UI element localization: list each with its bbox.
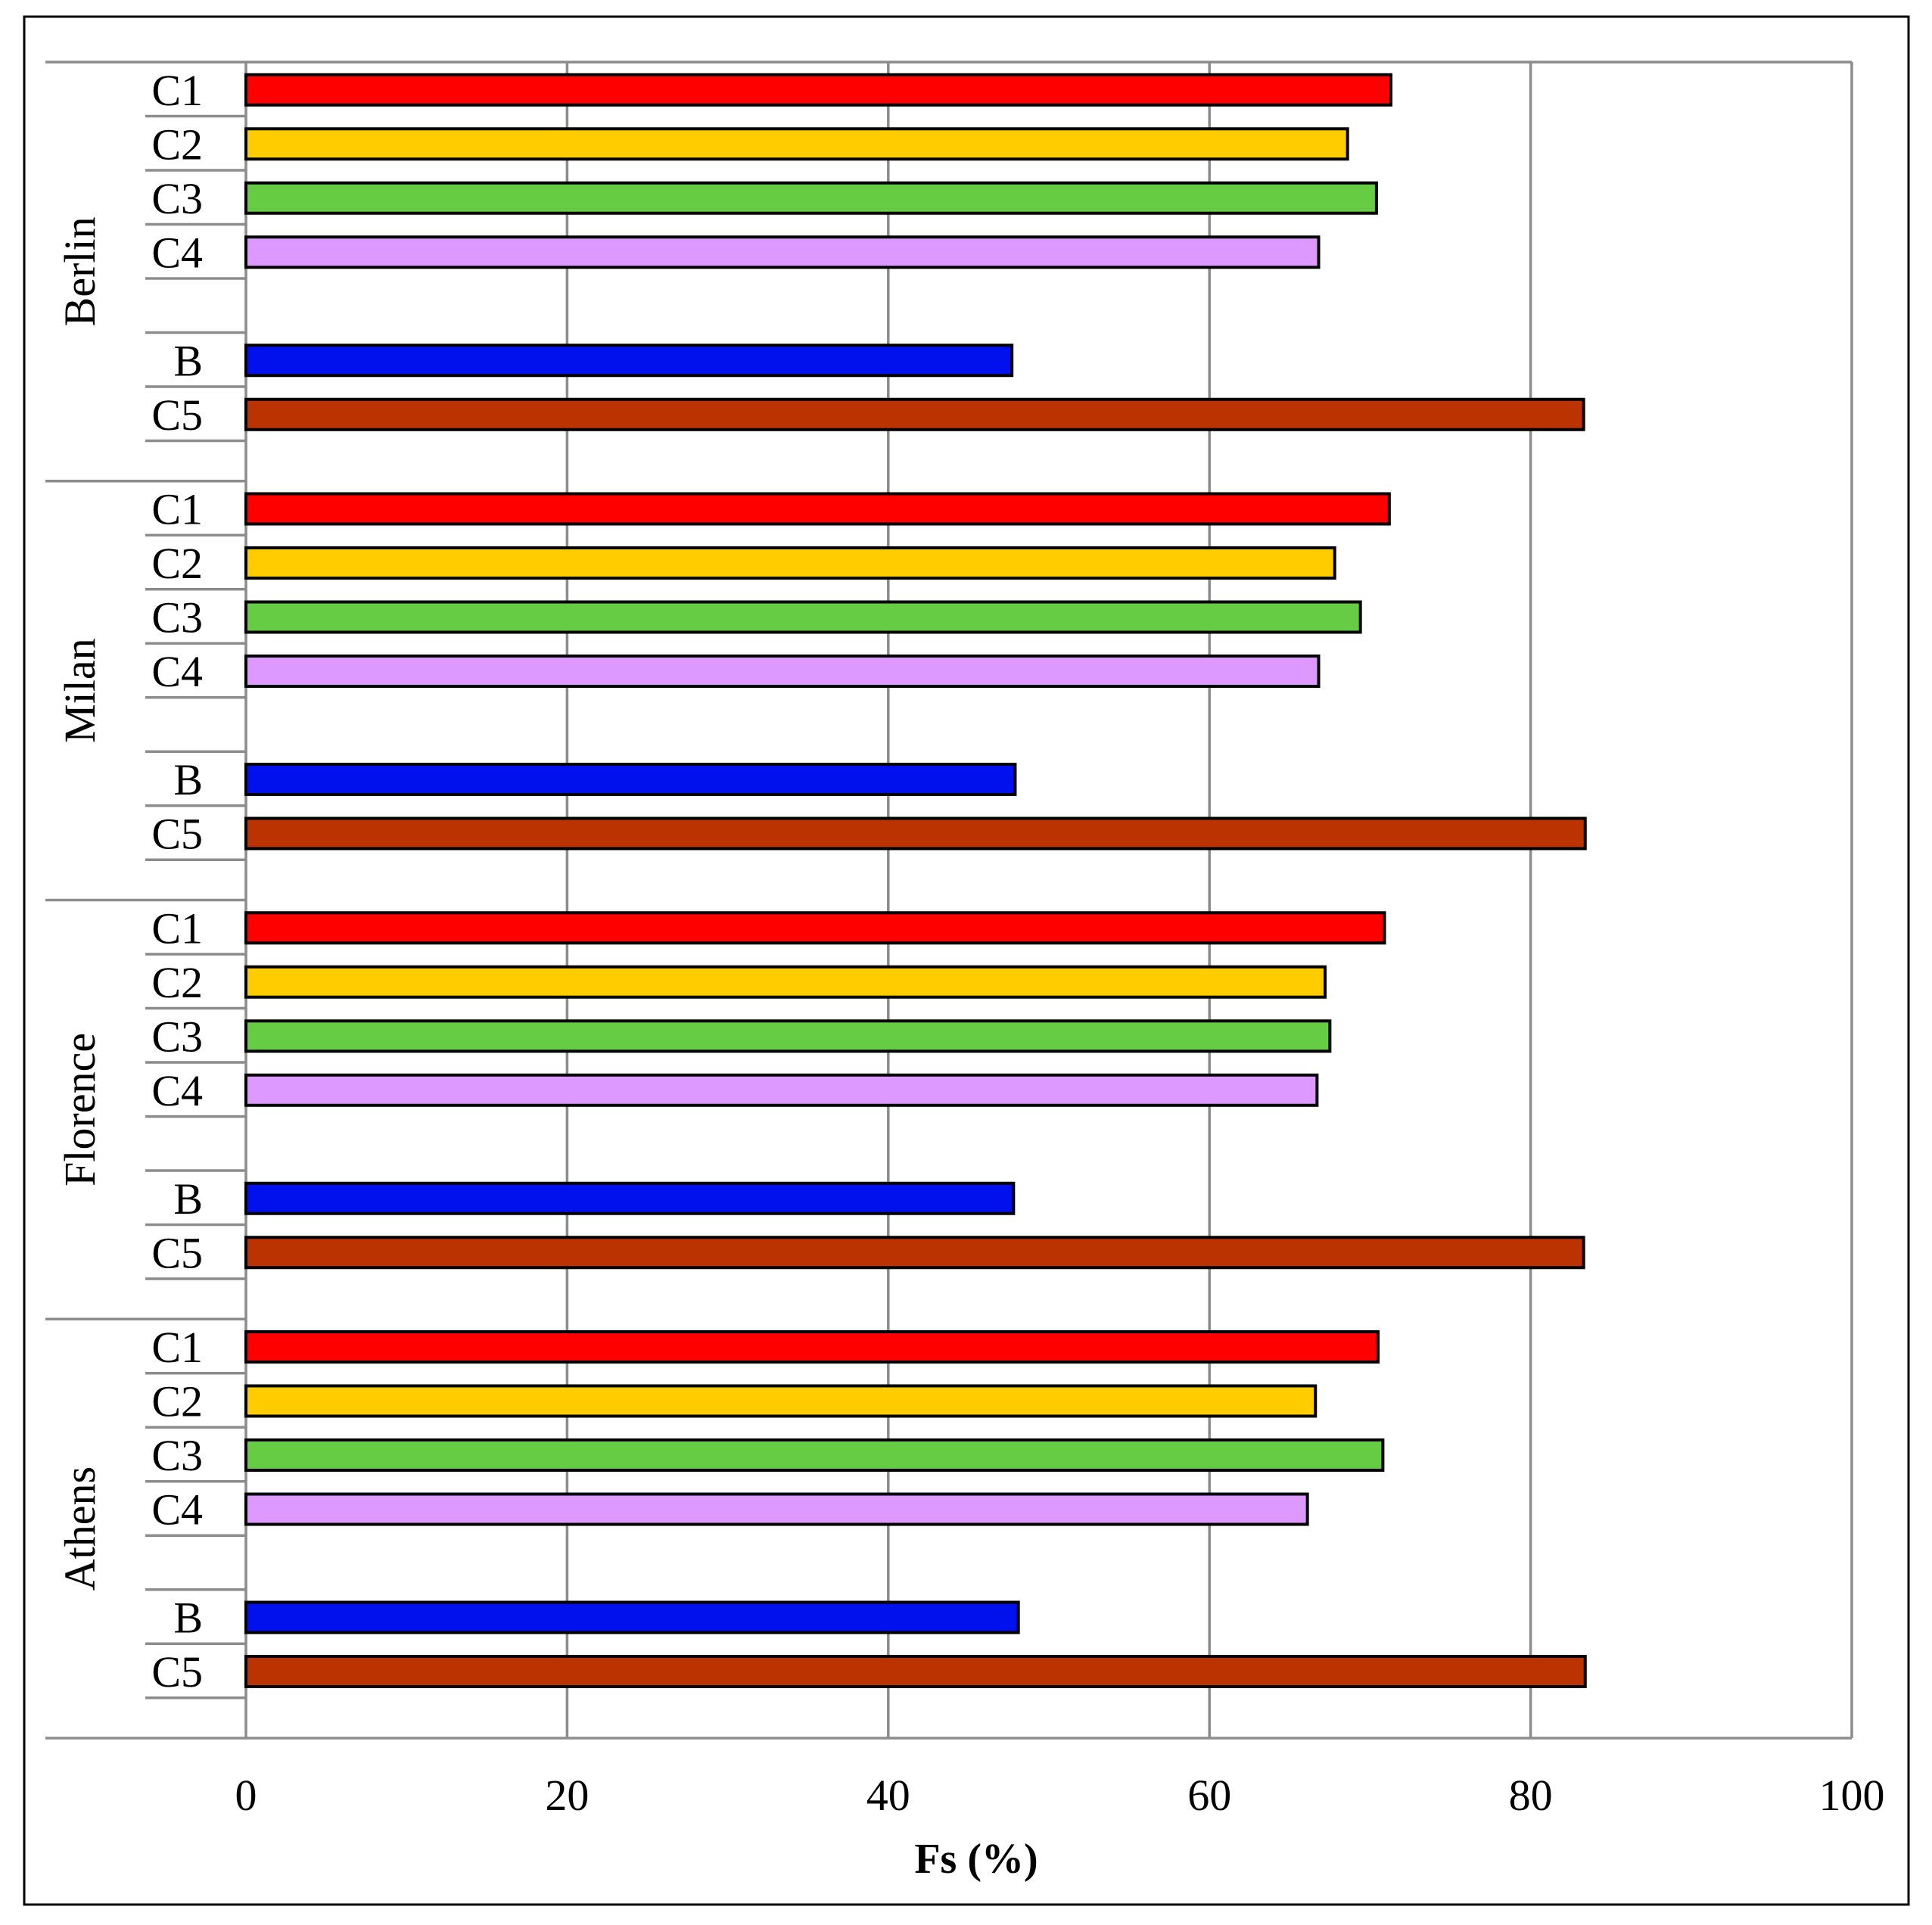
bar-berlin-c2	[244, 127, 1349, 161]
bar-milan-c3	[244, 600, 1362, 634]
category-label: C5	[151, 810, 203, 859]
x-tick-label: 100	[1819, 1771, 1885, 1820]
category-label: C1	[151, 903, 203, 953]
category-label: B	[173, 1174, 203, 1224]
bar-florence-b	[244, 1181, 1016, 1215]
group-label: Athens	[55, 1466, 104, 1591]
bar-milan-c5	[244, 816, 1587, 851]
category-label: C2	[151, 1377, 203, 1426]
category-label: C2	[151, 120, 203, 169]
bar-berlin-c1	[244, 73, 1392, 107]
category-label: C1	[151, 485, 203, 534]
bar-milan-c4	[244, 655, 1321, 688]
bar-milan-c2	[244, 546, 1336, 580]
category-label: C1	[151, 66, 203, 115]
category-label: C3	[151, 174, 203, 223]
category-label: C4	[151, 1066, 203, 1115]
bar-athens-c3	[244, 1438, 1385, 1472]
category-label: C4	[151, 647, 203, 696]
category-label: C5	[151, 1647, 203, 1696]
category-label: C4	[151, 1485, 203, 1535]
bar-athens-b	[244, 1600, 1020, 1634]
x-tick-label: 20	[545, 1771, 589, 1820]
bar-berlin-b	[244, 344, 1014, 378]
x-axis-ticks: 0 20 40 60 80 100	[235, 1771, 1885, 1820]
category-label: C2	[151, 958, 203, 1007]
category-label: C5	[151, 390, 203, 440]
x-tick-label: 40	[866, 1771, 910, 1820]
category-label: C5	[151, 1228, 203, 1277]
bar-florence-c2	[244, 965, 1327, 999]
bar-berlin-c3	[244, 181, 1378, 215]
bar-athens-c1	[244, 1330, 1380, 1364]
bar-athens-c4	[244, 1492, 1309, 1526]
x-axis-title: Fs (%)	[914, 1836, 1038, 1883]
category-label: C3	[151, 1012, 203, 1061]
bars	[244, 73, 1587, 1688]
bar-athens-c5	[244, 1655, 1587, 1688]
x-tick-label: 80	[1509, 1771, 1553, 1820]
category-label: C2	[151, 539, 203, 588]
category-label: C3	[151, 1431, 203, 1480]
bar-berlin-c4	[244, 235, 1321, 269]
category-label: C4	[151, 228, 203, 277]
category-label: C3	[151, 593, 203, 642]
category-label: B	[173, 336, 203, 385]
category-label: C1	[151, 1323, 203, 1372]
bar-athens-c2	[244, 1384, 1318, 1418]
bar-florence-c3	[244, 1019, 1332, 1053]
x-tick-label: 0	[235, 1771, 257, 1820]
group-label: Milan	[55, 638, 104, 743]
bar-berlin-c5	[244, 397, 1585, 431]
bar-milan-c1	[244, 492, 1391, 526]
bar-florence-c1	[244, 911, 1386, 945]
category-label: B	[173, 1594, 203, 1643]
bar-milan-b	[244, 763, 1017, 796]
gridlines	[45, 61, 1853, 1740]
group-label: Berlin	[55, 216, 104, 326]
group-label: Florence	[55, 1033, 104, 1186]
bar-florence-c4	[244, 1073, 1319, 1107]
x-tick-label: 60	[1187, 1771, 1231, 1820]
outer-border	[23, 15, 1910, 1906]
bar-florence-c5	[244, 1236, 1585, 1270]
category-axis: BerlinC1C2C3C4BC5MilanC1C2C3C4BC5Florenc…	[45, 66, 246, 1700]
category-label: B	[173, 755, 203, 804]
